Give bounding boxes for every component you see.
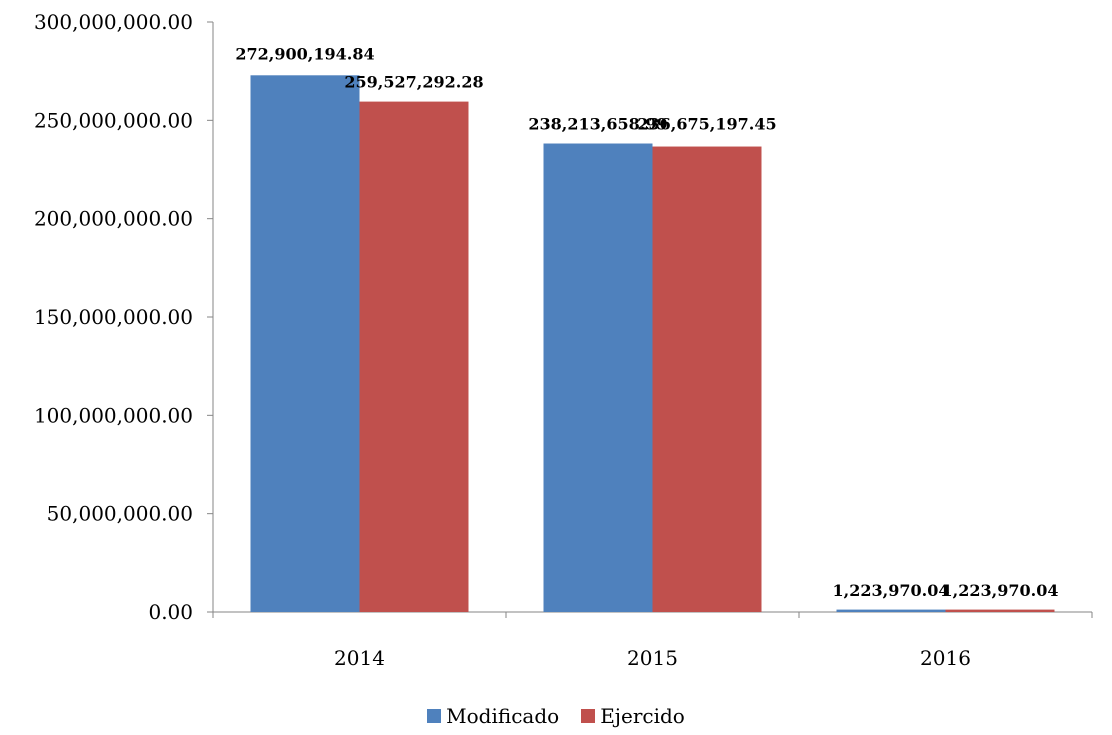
bar-ejercido-2016 — [945, 609, 1055, 612]
legend-label-modificado: Modificado — [446, 704, 560, 728]
data-label-ejercido-2015: 236,675,197.45 — [637, 115, 776, 134]
bar-modificado-2015 — [543, 143, 653, 613]
legend-item-modificado: Modificado — [427, 704, 559, 728]
x-tick-label: 2016 — [920, 646, 971, 670]
y-tick-label: 150,000,000.00 — [34, 305, 193, 329]
data-label-ejercido-2014: 259,527,292.28 — [344, 73, 483, 92]
bar-ejercido-2014 — [359, 101, 469, 613]
x-tick-label: 2015 — [627, 646, 678, 670]
data-label-ejercido-2016: 1,223,970.04 — [942, 581, 1059, 600]
legend-item-ejercido: Ejercido — [581, 704, 685, 728]
bar-ejercido-2015 — [652, 146, 762, 613]
legend-label-ejercido: Ejercido — [600, 704, 685, 728]
bars — [250, 75, 1055, 613]
legend-swatch-modificado — [427, 709, 442, 723]
bar-modificado-2014 — [250, 75, 360, 613]
data-label-modificado-2016: 1,223,970.04 — [833, 581, 950, 600]
axes: 0.00 50,000,000.00 100,000,000.00 150,000,0… — [34, 10, 1093, 670]
y-tick-label: 250,000,000.00 — [34, 108, 193, 132]
x-tick-label: 2014 — [334, 646, 385, 670]
y-tick-label: 100,000,000.00 — [34, 403, 193, 427]
legend: Modificado Ejercido — [0, 704, 1112, 728]
legend-swatch-ejercido — [581, 709, 596, 723]
data-label-modificado-2014: 272,900,194.84 — [235, 44, 374, 63]
y-tick-label: 300,000,000.00 — [34, 10, 193, 34]
y-tick-label: 0.00 — [148, 600, 193, 624]
data-label-modificado-2015: 238,213,658.99 — [528, 115, 667, 134]
y-tick-label: 50,000,000.00 — [47, 502, 193, 526]
y-tick-label: 200,000,000.00 — [34, 207, 193, 231]
bar-modificado-2016 — [836, 609, 946, 612]
data-labels: 272,900,194.84 259,527,292.28 238,213,658.… — [235, 44, 1058, 600]
